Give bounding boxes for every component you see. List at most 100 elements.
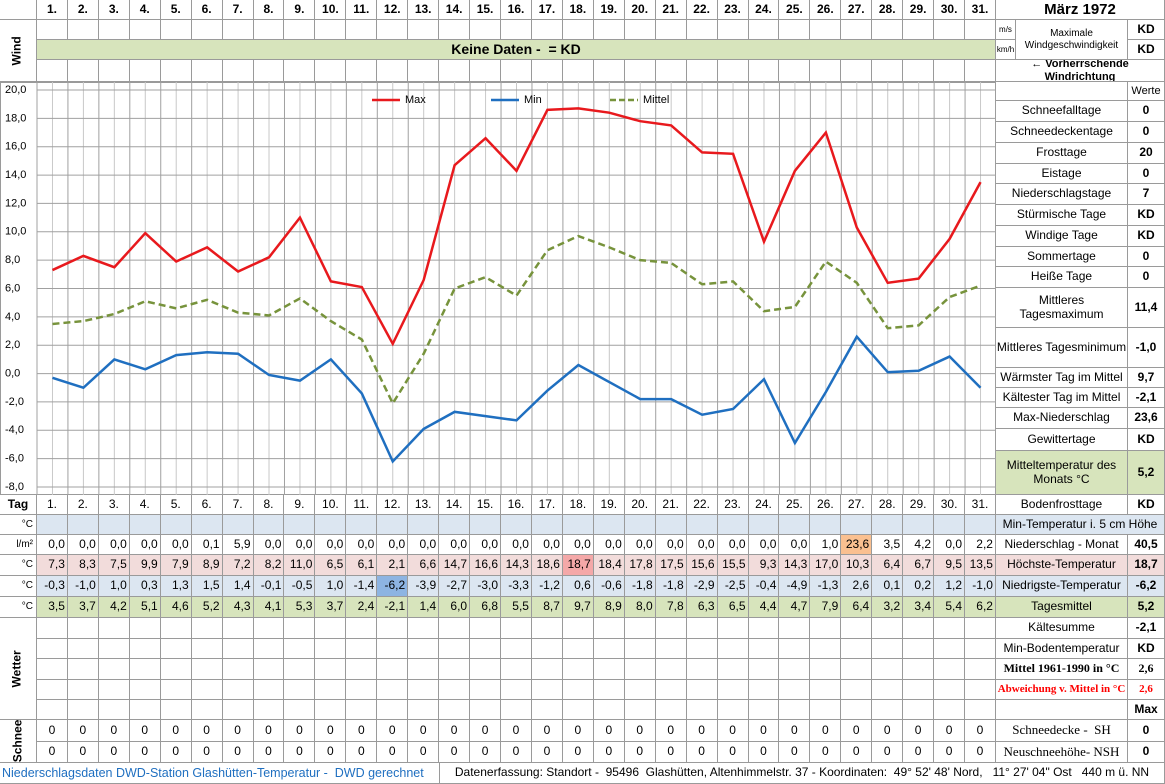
stat-value: -1,0 (1128, 328, 1165, 368)
value-cell: 18,7 (562, 555, 594, 576)
value-cell: 0,0 (779, 535, 811, 555)
value-cell: 4,2 (903, 535, 935, 555)
cell (748, 700, 780, 720)
cell (346, 700, 378, 720)
cell (965, 680, 996, 700)
day-header: 3. (98, 495, 130, 515)
value-cell: -0,5 (284, 576, 316, 597)
day-header: 18. (562, 495, 594, 515)
row-label: Min-Temperatur i. 5 cm Höhe (996, 515, 1165, 535)
wind-label: Wind (0, 20, 37, 82)
cell: °C (0, 515, 37, 535)
line-series (52, 334, 982, 464)
cell (315, 20, 347, 40)
cell (222, 618, 254, 639)
value-cell: -0,3 (37, 576, 68, 597)
value-cell: 5,2 (191, 597, 223, 618)
day-header: 23. (717, 0, 749, 20)
snow-cell: 0 (346, 742, 378, 763)
cell (129, 639, 161, 659)
cell (222, 680, 254, 700)
snow-cell: 0 (965, 742, 996, 763)
cell (408, 515, 440, 535)
cell (934, 618, 966, 639)
value-cell: 0,0 (346, 535, 378, 555)
cell (872, 639, 904, 659)
day-header: 29. (903, 495, 935, 515)
cell (408, 639, 440, 659)
snow-cell: 0 (191, 742, 223, 763)
cell (439, 700, 471, 720)
cell (562, 639, 594, 659)
value-cell: -1,8 (624, 576, 656, 597)
value-cell: -0,1 (253, 576, 285, 597)
value-cell: 7,2 (222, 555, 254, 576)
day-header: 9. (284, 495, 316, 515)
row-label: Niederschlag - Monat (996, 535, 1128, 555)
stat-value: 9,7 (1128, 368, 1165, 388)
cell (531, 515, 563, 535)
snow-cell: 0 (686, 742, 718, 763)
cell (810, 515, 842, 535)
snow-cell: 0 (346, 720, 378, 742)
snow-cell: 0 (129, 742, 161, 763)
cell (253, 618, 285, 639)
cell (470, 60, 502, 82)
value-cell: 10,3 (841, 555, 873, 576)
cell (501, 700, 532, 720)
snow-cell: 0 (903, 720, 935, 742)
value-cell: 4,7 (779, 597, 811, 618)
value-cell: 8,9 (593, 597, 625, 618)
day-header: 6. (191, 495, 223, 515)
stat-value: 23,6 (1128, 408, 1165, 429)
value-cell: 6,6 (408, 555, 440, 576)
cell (748, 680, 780, 700)
value-cell: 0,1 (191, 535, 223, 555)
cell (160, 60, 192, 82)
value-cell: -1,0 (67, 576, 99, 597)
stat-label: Frosttage (996, 143, 1128, 164)
snow-cell: 0 (934, 720, 966, 742)
cell (872, 515, 904, 535)
snow-cell: 0 (779, 742, 811, 763)
cell (903, 515, 935, 535)
cell (160, 680, 192, 700)
cell (98, 618, 130, 639)
stat-value: 5,2 (1128, 451, 1165, 495)
snow-cell: 0 (439, 742, 471, 763)
cell (160, 659, 192, 680)
day-header: 2. (67, 0, 99, 20)
cell (346, 618, 378, 639)
cell (222, 659, 254, 680)
snow-cell: 0 (562, 720, 594, 742)
value-cell: 4,4 (748, 597, 780, 618)
y-tick-label: 2,0 (5, 339, 20, 351)
stat-label: Wärmster Tag im Mittel (996, 368, 1128, 388)
cell (191, 700, 223, 720)
cell (37, 700, 68, 720)
cell (37, 618, 68, 639)
cell (191, 680, 223, 700)
snow-cell: 0 (377, 720, 409, 742)
value-cell: 5,4 (934, 597, 966, 618)
value-cell: 7,9 (810, 597, 842, 618)
value-cell: -4,9 (779, 576, 811, 597)
value-cell: 0,3 (129, 576, 161, 597)
day-header: 14. (439, 495, 471, 515)
stat-label: Kältester Tag im Mittel (996, 388, 1128, 408)
cell (965, 659, 996, 680)
cell (934, 20, 966, 40)
value-cell: 9,7 (562, 597, 594, 618)
snow-cell: 0 (531, 720, 563, 742)
cell (222, 700, 254, 720)
y-tick-label: -6,0 (5, 453, 24, 465)
value-cell: -0,6 (593, 576, 625, 597)
row-label: Niedrigste-Temperatur (996, 576, 1128, 597)
cell (377, 639, 409, 659)
value-cell: 7,5 (98, 555, 130, 576)
day-header: 6. (191, 0, 223, 20)
cell (0, 0, 37, 20)
cell (934, 515, 966, 535)
line-series (51, 107, 982, 347)
cell (779, 20, 811, 40)
